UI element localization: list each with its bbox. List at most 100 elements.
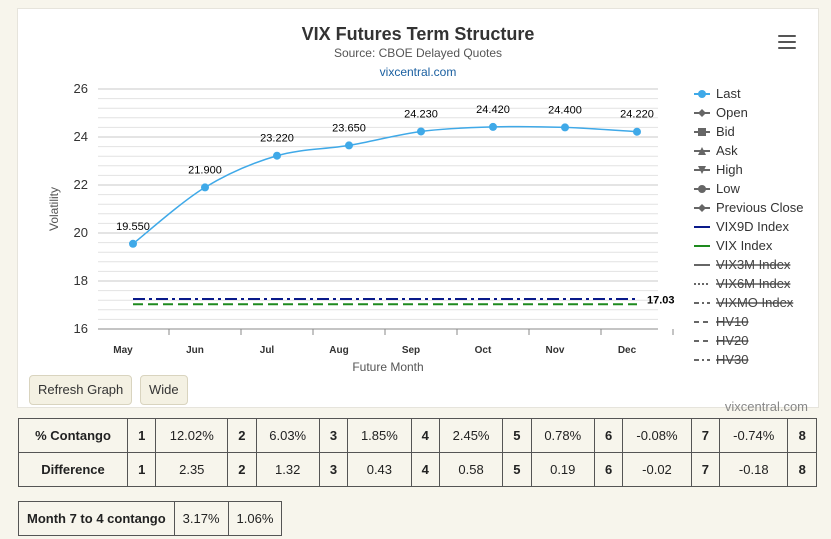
legend-item[interactable]: Bid: [694, 124, 735, 139]
hamburger-menu-icon[interactable]: [778, 35, 796, 49]
legend-item[interactable]: VIX6M Index: [694, 276, 791, 291]
row-label: Difference: [18, 452, 128, 487]
month-contango-value: 3.17%: [173, 501, 229, 536]
data-label: 23.650: [332, 122, 366, 134]
legend-label: VIX6M Index: [716, 276, 791, 291]
month-number: 6: [593, 452, 624, 487]
data-point: [273, 151, 281, 160]
data-label: 24.400: [548, 104, 582, 116]
legend-item[interactable]: VIXMO Index: [694, 295, 794, 310]
contango-value: 0.43: [347, 452, 412, 487]
contango-value: 2.45%: [438, 418, 504, 453]
legend-item[interactable]: VIX Index: [694, 238, 773, 253]
row-label: % Contango: [18, 418, 128, 453]
legend-label: Open: [716, 105, 748, 120]
y-tick-label: 22: [74, 177, 88, 192]
month-number: 4: [410, 452, 440, 487]
contango-row: Difference 1 2.35 2 1.32 3 0.43 4 0.58 5 0.19 6 -0.0…: [18, 452, 817, 487]
y-tick-label: 26: [74, 81, 88, 96]
contango-value: -0.02: [622, 452, 692, 487]
y-tick-label: 16: [74, 321, 88, 336]
legend-label: VIX Index: [716, 238, 773, 253]
data-label: 24.420: [476, 104, 510, 116]
x-tick-label: May: [113, 345, 133, 356]
data-point: [417, 127, 425, 136]
contango-value: 0.19: [530, 452, 595, 487]
legend-label: VIX3M Index: [716, 257, 791, 272]
legend-item[interactable]: Previous Close: [694, 200, 803, 215]
legend-item[interactable]: HV10: [694, 314, 749, 329]
legend-label: VIX9D Index: [716, 219, 789, 234]
x-tick-label: Aug: [329, 345, 348, 356]
legend-item[interactable]: Ask: [694, 143, 738, 158]
y-tick-label: 24: [74, 129, 88, 144]
data-point: [633, 127, 641, 136]
chart-subtitle: Source: CBOE Delayed Quotes: [333, 46, 503, 60]
data-point: [345, 141, 353, 150]
data-label: 24.220: [620, 109, 654, 121]
month-contango-row: Month 7 to 4 contango 3.17% 1.06%: [18, 501, 283, 536]
x-tick-label: Dec: [618, 345, 637, 356]
x-axis-title: Future Month: [352, 360, 423, 374]
wide-button[interactable]: Wide: [140, 375, 188, 405]
legend-item[interactable]: Low: [694, 181, 740, 196]
legend-label: Last: [716, 86, 741, 101]
month-number: 1: [126, 452, 157, 487]
month-number: 8: [787, 418, 817, 453]
month-contango-value: 1.06%: [227, 501, 283, 536]
month-number: 8: [787, 452, 817, 487]
data-point: [129, 239, 137, 248]
contango-value: -0.08%: [622, 418, 692, 453]
legend-label: HV20: [716, 333, 749, 348]
legend-label: Bid: [716, 124, 735, 139]
contango-value: 6.03%: [255, 418, 320, 453]
legend-label: HV30: [716, 352, 749, 367]
data-point: [201, 183, 209, 192]
legend-item[interactable]: HV30: [694, 352, 749, 367]
data-label: 23.220: [260, 133, 294, 145]
month-number: 5: [502, 418, 532, 453]
legend-label: HV10: [716, 314, 749, 329]
month-number: 7: [690, 452, 721, 487]
month-number: 2: [227, 418, 257, 453]
contango-value: 2.35: [155, 452, 229, 487]
month-contango-label: Month 7 to 4 contango: [18, 501, 175, 536]
term-structure-chart: 16 18 20 22 24 26 May Jun Jul Aug Sep Oct Nov Dec Futu…: [47, 81, 803, 374]
chart-title: VIX Futures Term Structure: [301, 24, 535, 44]
month-number: 4: [410, 418, 440, 453]
x-tick-label: Sep: [402, 345, 420, 356]
contango-value: -0.74%: [719, 418, 789, 453]
legend-item[interactable]: Open: [694, 105, 748, 120]
index-line-label: 17.03: [647, 294, 675, 306]
data-label: 24.230: [404, 108, 438, 120]
legend-label: High: [716, 162, 743, 177]
month-number: 3: [318, 418, 349, 453]
data-point: [561, 123, 569, 132]
contango-value: 1.85%: [347, 418, 412, 453]
x-tick-label: Jun: [186, 345, 204, 356]
y-axis-title: Volatility: [47, 187, 61, 231]
legend-label: VIXMO Index: [716, 295, 794, 310]
month-number: 6: [593, 418, 624, 453]
legend-item[interactable]: HV20: [694, 333, 749, 348]
legend-item[interactable]: VIX3M Index: [694, 257, 791, 272]
contango-value: 0.78%: [530, 418, 595, 453]
legend-item[interactable]: Last: [694, 86, 741, 101]
month-number: 2: [227, 452, 257, 487]
data-label: 21.900: [188, 164, 222, 176]
legend-label: Low: [716, 181, 740, 196]
contango-value: 0.58: [438, 452, 504, 487]
source-link[interactable]: vixcentral.com: [379, 65, 457, 79]
legend-item[interactable]: High: [694, 162, 743, 177]
x-tick-label: Oct: [475, 345, 492, 356]
credit-text: vixcentral.com: [724, 399, 808, 414]
month-number: 5: [502, 452, 532, 487]
contango-value: 12.02%: [155, 418, 229, 453]
contango-value: -0.18: [719, 452, 789, 487]
contango-table: % Contango 1 12.02% 2 6.03% 3 1.85% 4 2.45% 5 0.78…: [18, 418, 817, 487]
refresh-graph-button[interactable]: Refresh Graph: [29, 375, 133, 405]
legend-item[interactable]: VIX9D Index: [694, 219, 789, 234]
month-contango-table: Month 7 to 4 contango 3.17% 1.06%: [18, 501, 283, 536]
chart-panel: VIX Futures Term Structure Source: CBOE …: [17, 8, 819, 414]
legend-label: Previous Close: [716, 200, 803, 215]
